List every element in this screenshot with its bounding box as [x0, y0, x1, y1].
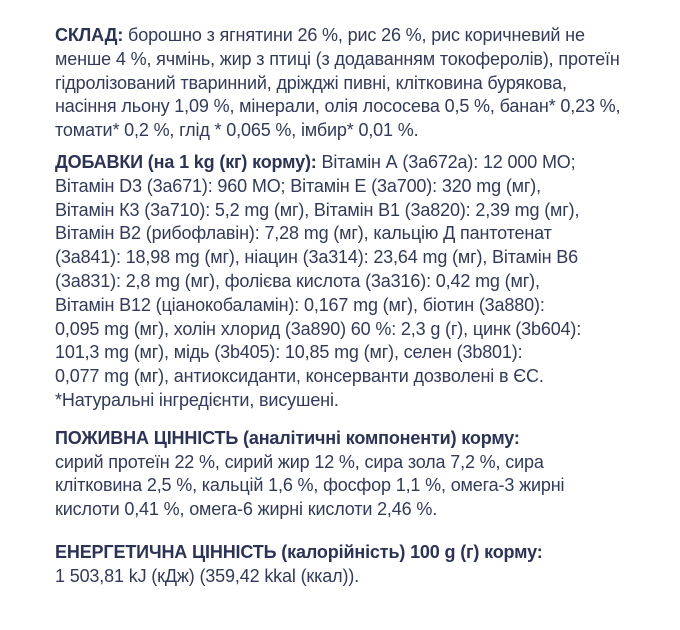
text-line: клітковина 2,5 %, кальцій 1,6 %, фосфор …: [55, 475, 565, 496]
text-line: Вітамін D3 (3а671): 960 МО; Вітамін Е (3…: [55, 175, 542, 196]
text-line: менше 4 %, ячмінь, жир з птиці (з додава…: [55, 48, 620, 69]
text-line: гідролізований тваринний, дріжджі пивні,…: [55, 72, 567, 93]
text-line: томати* 0,2 %, глід * 0,065 %, імбир* 0,…: [55, 120, 419, 141]
section-nutritional-value: ПОЖИВНА ЦІННІСТЬ (аналітичні компоненти)…: [55, 427, 650, 522]
text-line: Вітамін В12 (ціанокобаламін): 0,167 mg (…: [55, 294, 545, 315]
section-energy-value: ЕНЕРГЕТИЧНА ЦІННІСТЬ (калорійність) 100 …: [55, 541, 650, 589]
text-line: ЕНЕРГЕТИЧНА ЦІННІСТЬ (калорійність) 100 …: [55, 541, 650, 565]
text-line: ДОБАВКИ (на 1 kg (кг) корму): Вітамін А …: [55, 151, 576, 172]
text-line: Вітамін В2 (рибофлавін): 7,28 mg (мг), к…: [55, 223, 552, 244]
text-line: кислоти 0,41 %, омега-6 жирні кислоти 2,…: [55, 499, 438, 520]
text-line: (3а841): 18,98 mg (мг), ніацин (3а314): …: [55, 247, 578, 268]
section-heading: СКЛАД:: [55, 25, 124, 45]
text-line: (3а831): 2,8 mg (мг), фолієва кислота (3…: [55, 270, 540, 291]
text-line: СКЛАД: борошно з ягнятини 26 %, рис 26 %…: [55, 25, 585, 45]
section-additives: ДОБАВКИ (на 1 kg (кг) корму): Вітамін А …: [55, 151, 650, 413]
section-heading: ДОБАВКИ (на 1 kg (кг) корму):: [55, 151, 317, 172]
text-line: *Натуральні інгредієнти, висушені.: [55, 389, 339, 410]
text-line: 101,3 mg (мг), мідь (3b405): 10,85 mg (м…: [55, 342, 523, 363]
text-line: насіння льону 1,09 %, мінерали, олія лос…: [55, 96, 621, 117]
text-line: 1 503,81 kJ (кДж) (359,42 kkal (ккал)).: [55, 565, 360, 586]
text-line: ПОЖИВНА ЦІННІСТЬ (аналітичні компоненти)…: [55, 427, 650, 451]
section-composition: СКЛАД: борошно з ягнятини 26 %, рис 26 %…: [55, 24, 650, 143]
text-line: 0,077 mg (мг), антиоксиданти, консервант…: [55, 366, 544, 387]
section-heading: ЕНЕРГЕТИЧНА ЦІННІСТЬ (калорійність) 100 …: [55, 541, 543, 562]
text-line: 0,095 mg (мг), холін хлорид (3а890) 60 %…: [55, 318, 582, 339]
text-line: сирий протеїн 22 %, сирий жир 12 %, сира…: [55, 451, 544, 472]
text-line: Вітамін К3 (3а710): 5,2 mg (мг), Вітамін…: [55, 199, 580, 220]
section-heading: ПОЖИВНА ЦІННІСТЬ (аналітичні компоненти)…: [55, 427, 520, 448]
